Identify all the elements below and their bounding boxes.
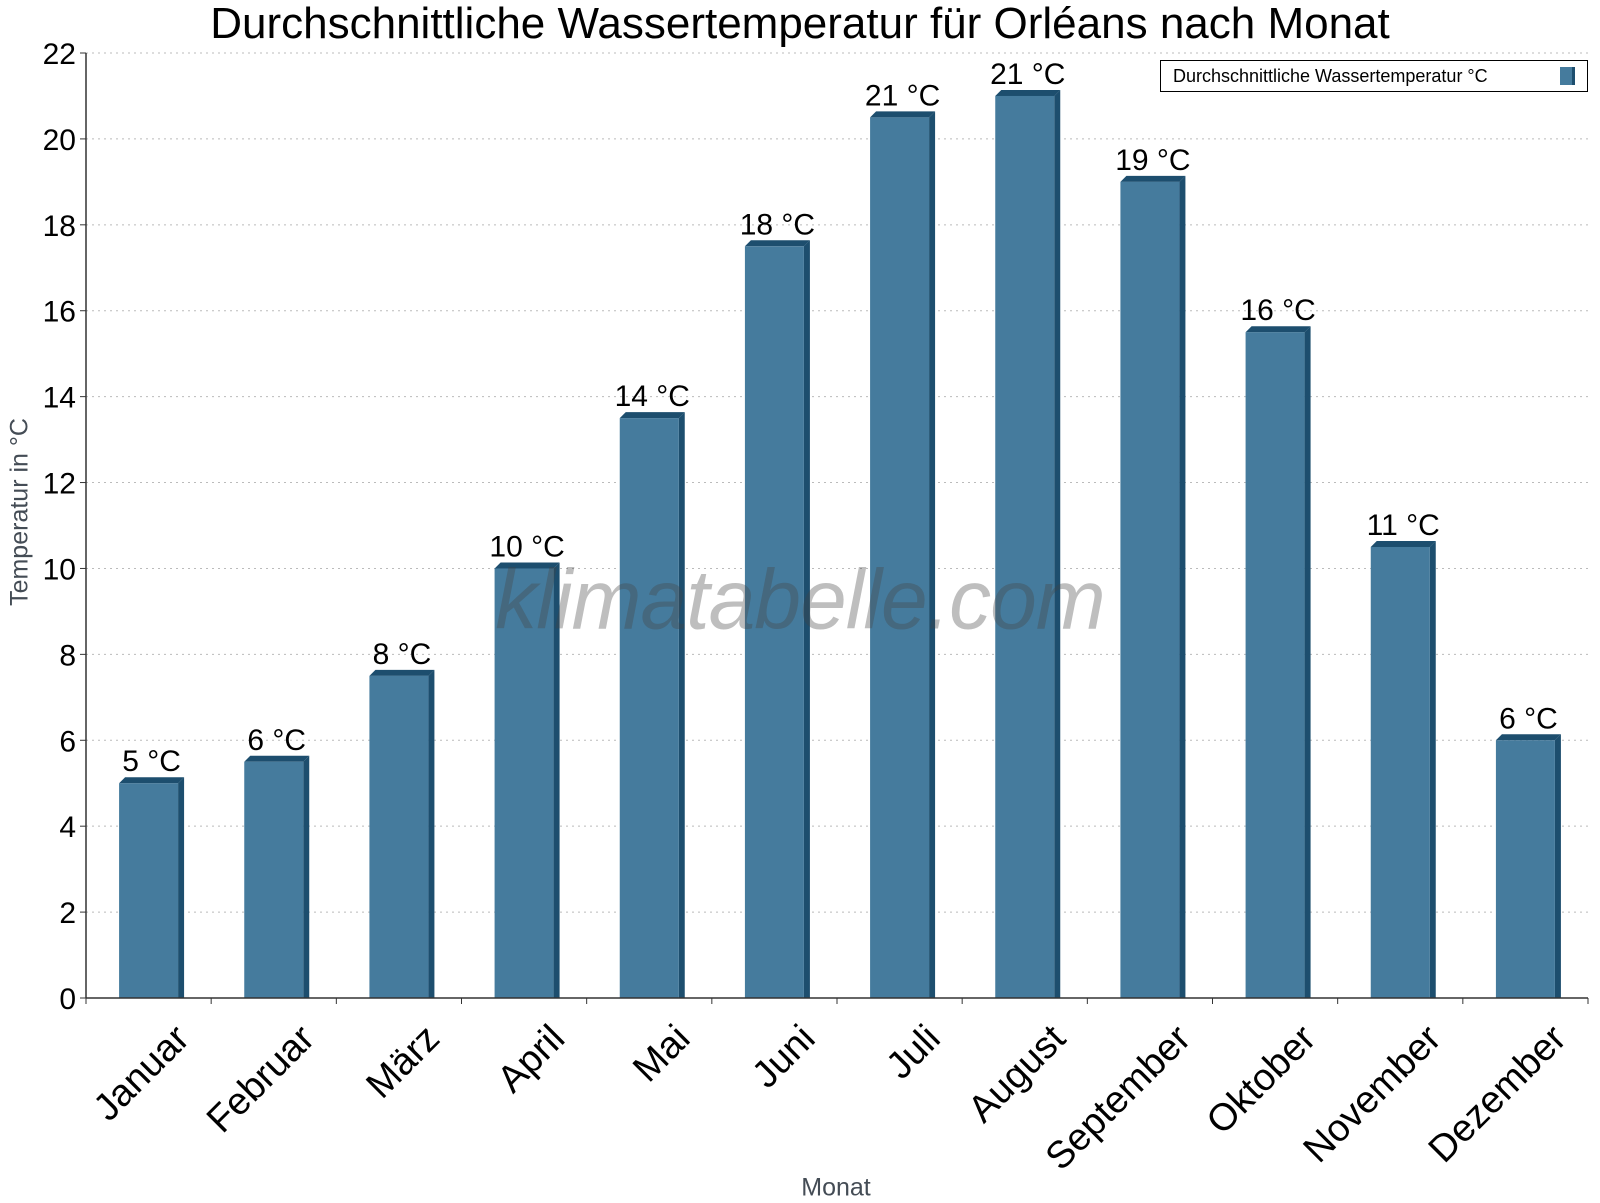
bar-front — [744, 246, 804, 998]
bar-side — [303, 755, 310, 998]
data-label: 5 °C — [122, 745, 181, 778]
watermark: klimatabelle.com — [495, 552, 1106, 647]
bar-side — [1554, 734, 1561, 998]
y-tick-label: 8 — [59, 639, 76, 672]
bar-side — [929, 111, 936, 998]
bar — [1370, 540, 1436, 998]
x-tick-label: Oktober — [1199, 1017, 1325, 1143]
x-tick-label: März — [359, 1017, 448, 1106]
axes — [85, 53, 1588, 999]
bar-front — [1370, 546, 1430, 998]
bar-top — [1120, 175, 1186, 182]
bar-top — [1495, 734, 1561, 741]
bar-top — [1245, 326, 1311, 333]
legend-label: Durchschnittliche Wassertemperatur °C — [1173, 66, 1488, 86]
bar-side — [428, 669, 435, 998]
bar — [244, 755, 310, 998]
bar-top — [1370, 540, 1436, 547]
x-tick-label: Juni — [744, 1017, 823, 1096]
data-label: 10 °C — [489, 530, 564, 563]
bar-top — [744, 240, 810, 247]
x-axis-label: Monat — [801, 1173, 871, 1202]
grid-lines — [86, 52, 1588, 913]
data-label: 21 °C — [865, 79, 940, 112]
bar-top — [995, 89, 1061, 96]
bar-front — [995, 95, 1055, 999]
y-tick-label: 6 — [59, 725, 76, 758]
bar-front — [1120, 181, 1180, 998]
y-tick-label: 10 — [43, 553, 76, 586]
data-labels: 5 °C 6 °C 8 °C 10 °C 14 °C 18 °C 21 °C 21 °C 19 … — [122, 58, 1558, 778]
y-tick-label: 0 — [59, 983, 76, 1016]
bar-side — [803, 240, 810, 998]
bar-front — [619, 418, 679, 998]
bar — [369, 669, 435, 998]
y-tick-label: 22 — [43, 38, 76, 71]
x-tick-label: August — [960, 1017, 1074, 1131]
y-tick-label: 12 — [43, 468, 76, 501]
y-axis-label: Temperatur in °C — [5, 418, 34, 606]
y-tick-label: 14 — [43, 382, 76, 415]
data-label: 16 °C — [1240, 294, 1315, 327]
x-tick-label: Mai — [625, 1017, 698, 1090]
y-tick-label: 16 — [43, 296, 76, 329]
data-label: 18 °C — [740, 208, 815, 241]
y-tick-label: 20 — [43, 124, 76, 157]
bar-top — [870, 111, 936, 118]
chart-title: Durchschnittliche Wassertemperatur für O… — [210, 0, 1390, 48]
bar-front — [870, 117, 930, 998]
y-tick-label: 2 — [59, 897, 76, 930]
x-tick-label: April — [490, 1017, 573, 1100]
bar-side — [1429, 540, 1436, 998]
bar-top — [494, 562, 560, 569]
bar-front — [369, 675, 429, 998]
bar — [619, 412, 685, 998]
data-label: 6 °C — [247, 724, 306, 757]
legend-swatch — [1560, 67, 1575, 85]
x-ticks: Januar Februar März April Mai Juni Juli AugustS… — [85, 998, 1589, 1178]
bar-side — [1179, 175, 1186, 998]
bar — [1245, 326, 1311, 998]
bar-top — [119, 777, 185, 784]
x-tick-label: Februar — [199, 1017, 323, 1141]
y-tick-label: 4 — [59, 811, 76, 844]
y-ticks: 0 2 4 6 8 10 12 14 16 18 20 22 — [43, 38, 86, 1016]
bar — [744, 240, 810, 998]
data-label: 21 °C — [990, 58, 1065, 91]
data-label: 19 °C — [1115, 144, 1190, 177]
bar — [1495, 734, 1561, 998]
bar — [870, 111, 936, 998]
bar — [494, 562, 560, 998]
bar-side — [678, 412, 685, 998]
data-label: 6 °C — [1499, 702, 1558, 735]
bar-front — [1245, 332, 1305, 998]
bar-top — [369, 669, 435, 676]
bar-side — [553, 562, 560, 998]
bar-top — [619, 412, 685, 419]
x-tick-label: Dezember — [1421, 1017, 1575, 1171]
bar — [1120, 175, 1186, 998]
bar-side — [1304, 326, 1311, 998]
bar-side — [1054, 89, 1061, 999]
x-tick-label: Januar — [86, 1017, 198, 1129]
x-tick-label: Juli — [879, 1017, 949, 1087]
bar-front — [119, 783, 179, 998]
legend: Durchschnittliche Wassertemperatur °C — [1160, 60, 1588, 92]
bars — [119, 89, 1561, 999]
bar-front — [1495, 740, 1555, 998]
bar-side — [178, 777, 185, 998]
data-label: 14 °C — [615, 380, 690, 413]
bar-top — [244, 755, 310, 762]
data-label: 11 °C — [1367, 509, 1440, 542]
bar — [119, 777, 185, 998]
bar-front — [244, 761, 304, 998]
y-tick-label: 18 — [43, 210, 76, 243]
data-label: 8 °C — [373, 638, 432, 671]
bar — [995, 89, 1061, 999]
bar-front — [494, 568, 554, 998]
